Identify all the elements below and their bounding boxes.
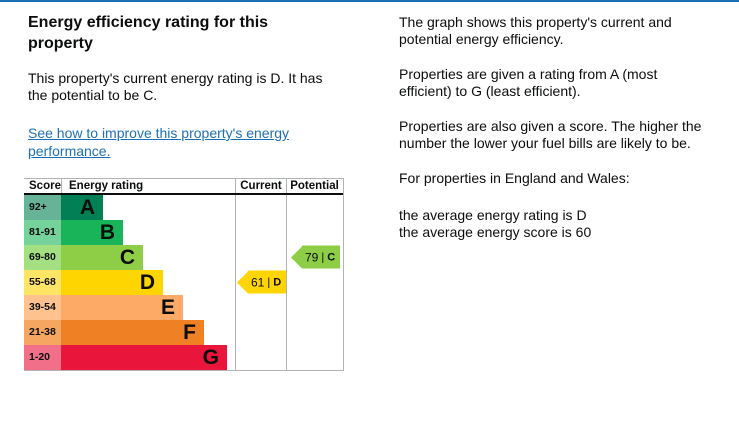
graph-description: The graph shows this property's current … bbox=[399, 14, 672, 47]
england-wales-label: For properties in England and Wales: bbox=[399, 170, 630, 186]
potential-column-cell-f bbox=[286, 319, 342, 345]
band-bar-e: E bbox=[61, 294, 183, 320]
left-column: Energy efficiency rating for this proper… bbox=[24, 12, 362, 371]
average-rating-lines: the average energy rating is D the avera… bbox=[399, 207, 592, 240]
current-column-cell-e bbox=[235, 294, 286, 320]
epc-band-row-d: 55-68 D 61 | D bbox=[24, 269, 343, 295]
arrow-score-value: 61 bbox=[251, 275, 265, 289]
potential-column-cell-d bbox=[286, 269, 342, 295]
band-bar-b: B bbox=[61, 219, 123, 245]
arrow-body: 61 | D bbox=[248, 270, 287, 294]
current-rating-summary: This property's current energy rating is… bbox=[28, 70, 323, 103]
arrow-band-letter: D bbox=[273, 276, 282, 288]
potential-column-cell-g bbox=[286, 344, 342, 370]
current-column-header: Current bbox=[235, 178, 286, 193]
band-bar-cell-g: G bbox=[61, 344, 235, 370]
potential-column-header: Potential bbox=[286, 178, 342, 193]
current-column-cell-c bbox=[235, 244, 286, 270]
score-range-g: 1-20 bbox=[24, 344, 61, 370]
band-bar-cell-f: F bbox=[61, 319, 235, 345]
score-range-c: 69-80 bbox=[24, 244, 61, 270]
current-column-cell-d: 61 | D bbox=[235, 269, 287, 295]
score-range-e: 39-54 bbox=[24, 294, 61, 320]
potential-column-cell-c: 79 | C bbox=[286, 244, 342, 270]
band-bar-f: F bbox=[61, 319, 204, 345]
arrow-band-letter: C bbox=[327, 251, 336, 263]
score-range-a: 92+ bbox=[24, 194, 61, 220]
epc-band-row-e: 39-54 E bbox=[24, 294, 343, 320]
epc-chart-header: Score Energy rating Current Potential bbox=[24, 178, 343, 195]
band-bar-a: A bbox=[61, 194, 103, 220]
epc-band-row-c: 69-80 C 79 | C bbox=[24, 244, 343, 270]
energy-rating-column-header: Energy rating bbox=[61, 178, 235, 193]
band-bar-g: G bbox=[61, 344, 227, 370]
current-column-cell-b bbox=[235, 219, 286, 245]
score-range-f: 21-38 bbox=[24, 319, 61, 345]
epc-band-row-a: 92+ A bbox=[24, 194, 343, 220]
current-column-cell-f bbox=[235, 319, 286, 345]
arrow-tip-icon bbox=[237, 271, 248, 293]
score-description: Properties are also given a score. The h… bbox=[399, 118, 702, 151]
page-top-rule bbox=[0, 0, 739, 2]
page-title: Energy efficiency rating for this proper… bbox=[28, 14, 269, 52]
band-bar-cell-b: B bbox=[61, 219, 235, 245]
band-bar-d: D bbox=[61, 269, 163, 295]
arrow-score-value: 79 bbox=[305, 250, 319, 264]
current-rating-arrow: 61 | D bbox=[237, 270, 287, 294]
epc-rows: 92+ A 81-91 B 69-80 C 79 | C 55-68 D 61 | D 39-54 E 21-3… bbox=[24, 194, 343, 370]
arrow-separator: | bbox=[321, 251, 325, 263]
arrow-tip-icon bbox=[291, 246, 302, 268]
rating-scale-description: Properties are given a rating from A (mo… bbox=[399, 66, 658, 99]
epc-band-row-g: 1-20 G bbox=[24, 344, 343, 370]
score-range-d: 55-68 bbox=[24, 269, 61, 295]
potential-column-cell-a bbox=[286, 194, 342, 220]
potential-rating-arrow: 79 | C bbox=[291, 245, 341, 269]
score-range-b: 81-91 bbox=[24, 219, 61, 245]
band-bar-c: C bbox=[61, 244, 143, 270]
band-bar-cell-e: E bbox=[61, 294, 235, 320]
epc-band-row-f: 21-38 F bbox=[24, 319, 343, 345]
arrow-body: 79 | C bbox=[302, 245, 341, 269]
current-column-cell-g bbox=[235, 344, 286, 370]
band-bar-cell-d: D bbox=[61, 269, 235, 295]
epc-band-row-b: 81-91 B bbox=[24, 219, 343, 245]
arrow-separator: | bbox=[267, 276, 271, 288]
content-columns: Energy efficiency rating for this proper… bbox=[0, 2, 739, 371]
band-bar-cell-a: A bbox=[61, 194, 235, 220]
current-column-cell-a bbox=[235, 194, 286, 220]
potential-column-cell-b bbox=[286, 219, 342, 245]
potential-column-cell-e bbox=[286, 294, 342, 320]
band-bar-cell-c: C bbox=[61, 244, 235, 270]
improve-property-link[interactable]: See how to improve this property's energ… bbox=[28, 125, 290, 159]
right-column: The graph shows this property's current … bbox=[399, 12, 729, 371]
score-column-header: Score bbox=[29, 179, 61, 192]
epc-chart: Score Energy rating Current Potential 92… bbox=[24, 177, 344, 371]
